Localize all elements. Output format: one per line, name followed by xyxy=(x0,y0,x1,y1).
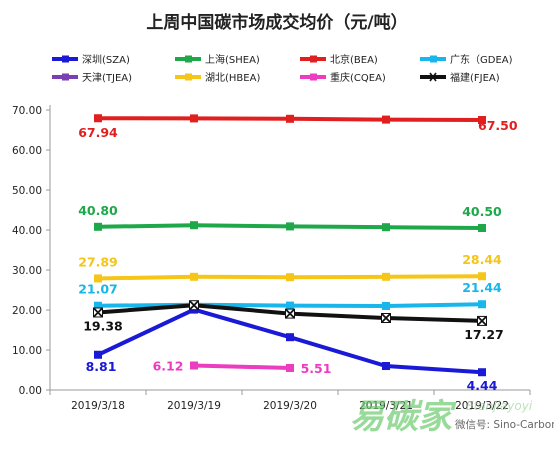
data-label: 17.27 xyxy=(464,327,504,342)
data-labels: 8.81 4.44 40.80 40.50 67.94 67.50 21.07 21.44 27… xyxy=(78,118,518,393)
series-group xyxy=(94,221,486,232)
legend-item: 福建(FJEA) xyxy=(420,71,500,84)
data-point xyxy=(286,363,294,372)
legend-marker xyxy=(185,55,192,63)
data-label: 21.44 xyxy=(462,280,502,295)
series-line xyxy=(193,363,291,370)
data-point xyxy=(478,368,486,377)
data-label: 8.81 xyxy=(86,359,117,374)
legend-item: 北京(BEA) xyxy=(300,53,378,66)
watermark-brand: 易碳家 xyxy=(350,397,457,437)
legend: 深圳(SZA) 上海(SHEA) 北京(BEA) 广东（GDEA) 天津(TJEA) 湖北… xyxy=(52,53,513,84)
series-layer xyxy=(93,114,487,377)
legend-marker xyxy=(310,73,317,81)
watermark-roman: Etanjiayoyi xyxy=(466,399,533,413)
legend-item: 深圳(SZA) xyxy=(52,54,130,66)
data-point xyxy=(286,114,294,123)
data-point xyxy=(478,116,486,124)
data-point xyxy=(190,221,198,230)
legend-marker xyxy=(62,55,69,63)
legend-label: 福建(FJEA) xyxy=(450,71,500,84)
data-point xyxy=(382,223,390,232)
data-label: 6.12 xyxy=(153,359,184,374)
data-label: 40.80 xyxy=(78,203,118,218)
legend-item: 天津(TJEA) xyxy=(52,72,132,84)
legend-label: 深圳(SZA) xyxy=(82,54,130,66)
y-tick-label: 70.00 xyxy=(12,105,42,117)
data-point xyxy=(94,114,102,123)
legend-label: 天津(TJEA) xyxy=(82,72,132,84)
series-group xyxy=(94,272,486,283)
legend-label: 北京(BEA) xyxy=(330,53,378,66)
series-group xyxy=(94,114,486,124)
data-point xyxy=(94,274,102,283)
data-point xyxy=(478,224,486,232)
data-label: 67.94 xyxy=(78,125,118,140)
data-label: 27.89 xyxy=(78,254,118,269)
x-tick-label: 2019/3/22 xyxy=(455,400,509,412)
data-point xyxy=(478,300,486,309)
data-point-x xyxy=(285,308,295,319)
y-tick-label: 20.00 xyxy=(12,305,42,317)
data-point xyxy=(94,301,102,310)
legend-item: 湖北(HBEA) xyxy=(175,72,260,84)
legend-marker xyxy=(430,55,437,63)
data-label: 28.44 xyxy=(462,252,502,267)
data-point xyxy=(286,222,294,231)
data-point xyxy=(94,350,102,359)
data-label: 5.51 xyxy=(301,361,332,376)
legend-marker xyxy=(310,55,317,63)
legend-item: 重庆(CQEA) xyxy=(300,71,386,84)
x-tick-label: 2019/3/18 xyxy=(71,400,125,412)
legend-marker xyxy=(429,72,437,82)
data-point xyxy=(382,362,390,370)
data-point xyxy=(190,361,198,370)
watermark: 易碳家 Etanjiayoyi 微信号: Sino-Carbon xyxy=(350,397,554,437)
legend-marker xyxy=(185,73,192,81)
data-point xyxy=(286,333,294,342)
data-point-x xyxy=(189,300,199,310)
series-group xyxy=(190,361,294,372)
legend-label: 上海(SHEA) xyxy=(205,53,260,66)
chart-title: 上周中国碳市场成交均价（元/吨） xyxy=(146,12,407,33)
data-point xyxy=(382,272,390,281)
data-point xyxy=(478,272,486,281)
legend-label: 湖北(HBEA) xyxy=(205,72,260,84)
data-label: 21.07 xyxy=(78,282,118,297)
x-tick-label: 2019/3/19 xyxy=(167,400,221,412)
y-tick-label: 60.00 xyxy=(12,145,42,157)
data-point-x xyxy=(381,313,391,323)
legend-label: 重庆(CQEA) xyxy=(330,71,386,84)
data-point-x xyxy=(477,316,487,326)
data-point-x xyxy=(93,307,103,318)
y-tick-label: 10.00 xyxy=(12,345,42,357)
x-tick-label: 2019/3/21 xyxy=(359,400,413,412)
data-label: 4.44 xyxy=(467,378,498,393)
data-point xyxy=(382,115,390,124)
y-tick-label: 0.00 xyxy=(19,385,42,397)
data-label: 19.38 xyxy=(83,318,123,333)
series-group xyxy=(93,300,487,326)
data-point xyxy=(190,272,198,281)
watermark-wechat: 微信号: Sino-Carbon xyxy=(455,418,554,431)
legend-label: 广东（GDEA) xyxy=(450,53,513,66)
data-label: 67.50 xyxy=(478,118,518,133)
data-point xyxy=(190,114,198,123)
data-point xyxy=(286,301,294,310)
data-point xyxy=(286,273,294,282)
legend-marker xyxy=(62,73,69,81)
x-tick-label: 2019/3/20 xyxy=(263,400,317,412)
y-tick-label: 50.00 xyxy=(12,185,42,197)
data-point xyxy=(382,302,390,310)
y-tick-label: 30.00 xyxy=(12,265,42,277)
y-tick-label: 40.00 xyxy=(12,225,42,237)
data-label: 40.50 xyxy=(462,204,502,219)
axes: 0.00 10.00 20.00 30.00 40.00 50.00 60.00 70.00 2… xyxy=(12,105,531,412)
legend-item: 广东（GDEA) xyxy=(420,53,513,66)
legend-item: 上海(SHEA) xyxy=(175,53,260,66)
data-point xyxy=(94,222,102,231)
